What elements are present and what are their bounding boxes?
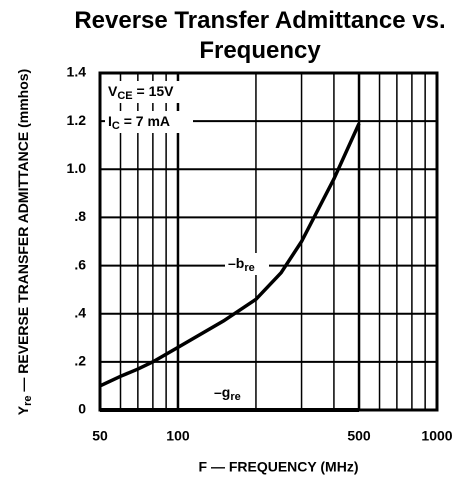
y-tick-label: 1.4 [67,64,87,80]
annotation-sub: C [112,120,120,132]
annotation-sub: CE [117,90,132,102]
annotation-main: V [108,83,118,99]
y-axis-label-sub: re [22,395,34,405]
annotation-bg [105,111,193,133]
y-tick-label: 1.0 [67,160,87,176]
annotation-main: –g [214,384,230,400]
annotation-bg [225,253,269,275]
annotation-bg [211,382,255,404]
y-axis-label-main: Y [15,405,31,415]
annotation-sub: re [230,391,240,403]
annotation: VCE = 15V [108,83,174,102]
y-axis-label-rest: — REVERSE TRANSFER ADMITTANCE (mmhos) [15,69,31,396]
annotation-rest: = 15V [133,83,175,99]
annotation: –bre [228,255,255,274]
y-tick-label: .8 [74,208,86,224]
y-axis-label: Yre — REVERSE TRANSFER ADMITTANCE (mmhos… [15,69,34,415]
x-tick-label: 50 [92,428,108,444]
annotation-main: I [108,113,112,129]
x-tick-label: 100 [166,428,190,444]
y-tick-label: 0 [78,401,86,417]
annotation-main: –b [228,255,244,271]
y-tick-label: .6 [74,256,86,272]
annotation: IC = 7 mA [108,113,170,132]
annotation: –gre [214,384,241,403]
annotation-rest: = 7 mA [120,113,170,129]
chart-title: Reverse Transfer Admittance vs. Frequenc… [74,7,446,64]
data-line [99,122,361,388]
x-tick-label: 500 [347,428,371,444]
y-tick-label: .2 [74,353,86,369]
x-tick-label: 1000 [421,428,452,444]
x-axis-label: F — FREQUENCY (MHz) [199,459,359,475]
y-tick-label: 1.2 [67,112,87,128]
y-tick-label: .4 [74,304,86,320]
annotation-bg [105,81,187,103]
annotation-sub: re [244,262,254,274]
